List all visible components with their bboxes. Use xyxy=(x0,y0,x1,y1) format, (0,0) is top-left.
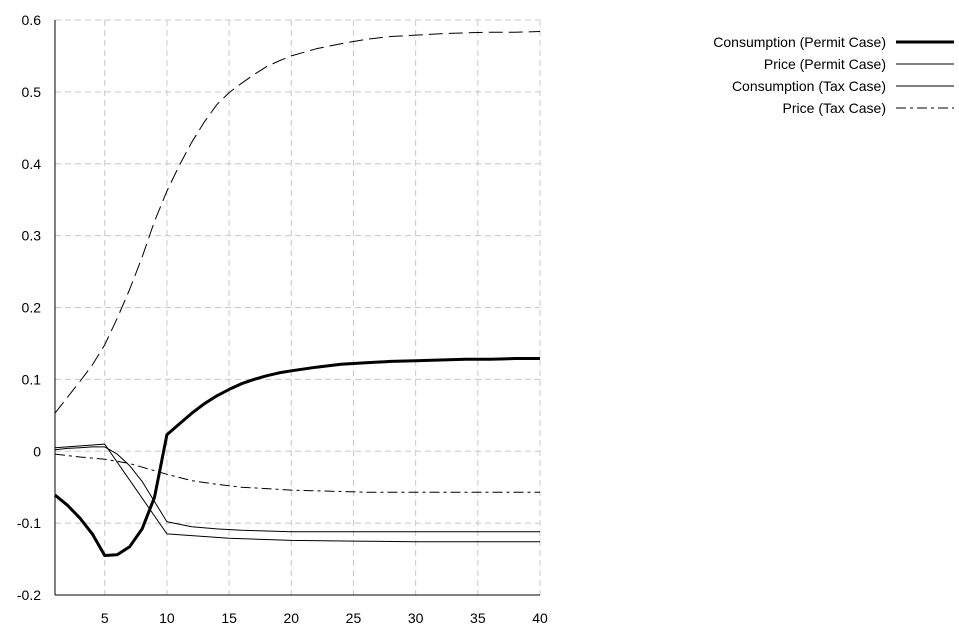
x-tick-label: 20 xyxy=(283,610,299,626)
y-tick-label: 0.5 xyxy=(22,84,42,100)
y-tick-label: 0.3 xyxy=(22,228,42,244)
x-tick-label: 10 xyxy=(159,610,175,626)
legend-label: Consumption (Tax Case) xyxy=(732,78,886,94)
legend-label: Price (Tax Case) xyxy=(783,100,886,116)
series-line-2 xyxy=(54,443,540,543)
series-line-4 xyxy=(54,453,540,493)
series-line-1 xyxy=(54,357,540,557)
x-tick-label: 30 xyxy=(408,610,424,626)
legend-label: Price (Permit Case) xyxy=(764,56,886,72)
y-tick-label: -0.1 xyxy=(17,515,41,531)
x-tick-label: 25 xyxy=(346,610,362,626)
y-tick-label: 0.2 xyxy=(22,300,42,316)
series-lines xyxy=(54,31,541,557)
y-tick-label: 0.4 xyxy=(22,156,42,172)
y-tick-label: 0.6 xyxy=(22,12,42,28)
legend: Consumption (Permit Case) Price (Permit C… xyxy=(713,34,954,116)
axes: -0.2 -0.1 0 0.1 0.2 0.3 0.4 0.5 0.6 5 10 15 20 25 30 35… xyxy=(17,12,548,626)
x-tick-label: 35 xyxy=(470,610,486,626)
x-tick-label: 5 xyxy=(101,610,109,626)
series-line-5 xyxy=(54,31,541,414)
legend-label: Consumption (Permit Case) xyxy=(713,34,886,50)
grid xyxy=(55,19,541,596)
y-tick-label: 0.1 xyxy=(22,371,42,387)
x-tick-label: 40 xyxy=(532,610,548,626)
series-line-3 xyxy=(54,446,540,533)
y-tick-label: 0 xyxy=(33,443,41,459)
x-tick-label: 15 xyxy=(221,610,237,626)
y-tick-label: -0.2 xyxy=(17,587,41,603)
